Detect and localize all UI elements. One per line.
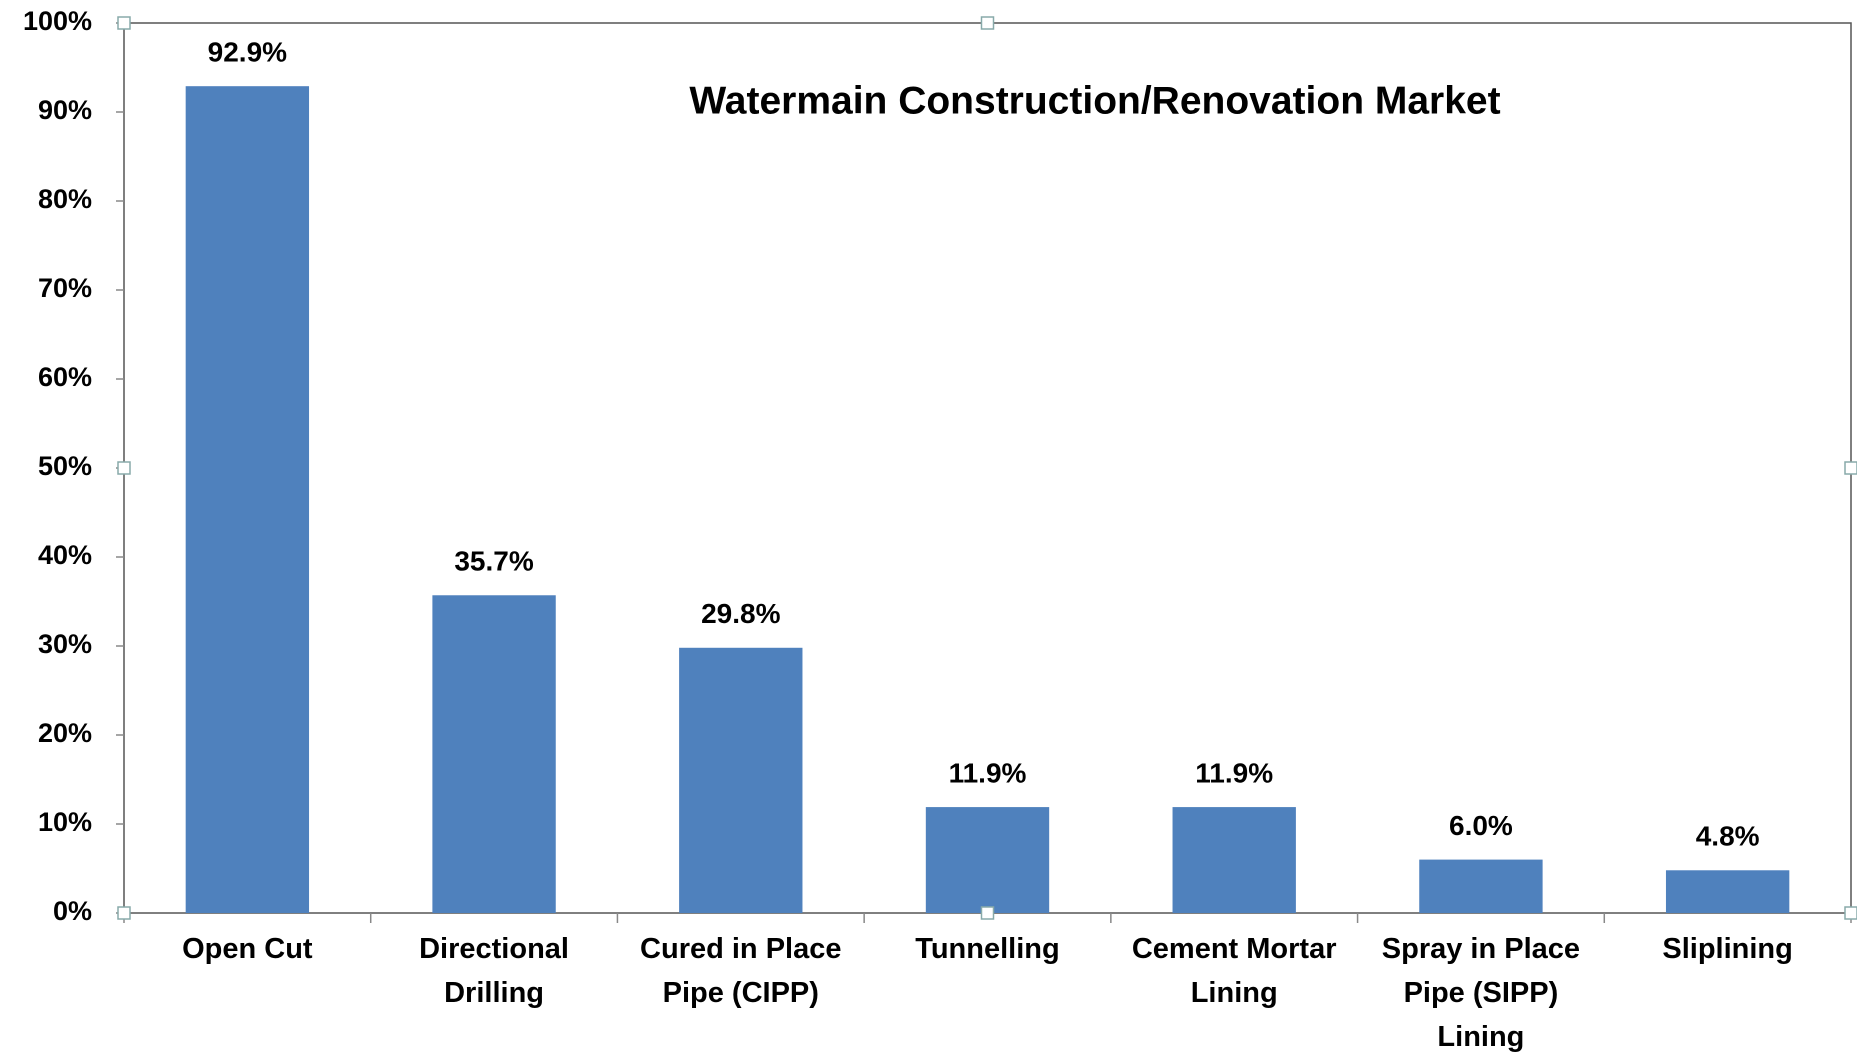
y-tick-label: 10% — [38, 807, 92, 837]
x-tick-label: Directional Drilling — [419, 933, 569, 1009]
data-label: 11.9% — [1195, 757, 1273, 788]
bar — [1419, 859, 1543, 913]
y-tick-label: 20% — [38, 718, 92, 748]
data-label: 92.9% — [208, 37, 287, 68]
bar — [185, 86, 310, 913]
bar — [432, 595, 556, 913]
y-tick-label: 100% — [23, 6, 92, 36]
x-tick-label: Cement Mortar Lining — [1131, 933, 1337, 1009]
selection-handle — [980, 16, 995, 30]
selection-handle — [117, 906, 131, 920]
bar — [1665, 870, 1790, 913]
x-tick-label: Cured in Place Pipe (CIPP) — [640, 933, 842, 1009]
data-label: 4.8% — [1696, 821, 1760, 852]
y-tick-label: 30% — [38, 629, 92, 659]
selection-handle — [1844, 461, 1857, 475]
bar — [925, 807, 1050, 913]
x-tick-label: Spray in Place Pipe (SIPP) Lining — [1381, 933, 1581, 1053]
chart-title: Watermain Construction/Renovation Market — [689, 79, 1500, 122]
data-label: 29.8% — [701, 598, 780, 629]
selection-handle — [117, 16, 131, 30]
y-tick-label: 90% — [38, 95, 92, 125]
y-tick-label: 60% — [38, 362, 92, 392]
y-tick-label: 80% — [38, 184, 92, 214]
x-tick-label: Open Cut — [182, 933, 313, 965]
bar — [1172, 807, 1296, 913]
y-tick-label: 70% — [38, 273, 92, 303]
x-tick-label: Sliplining — [1662, 933, 1793, 965]
selection-handle — [1844, 906, 1857, 920]
selection-handle — [117, 461, 131, 475]
y-tick-label: 50% — [38, 451, 92, 481]
data-label: 11.9% — [949, 757, 1027, 788]
selection-handle — [980, 906, 995, 920]
x-tick-label: Tunnelling — [915, 933, 1060, 965]
data-label: 6.0% — [1449, 810, 1513, 841]
bar — [679, 647, 803, 913]
data-label: 35.7% — [454, 546, 533, 577]
y-tick-label: 0% — [53, 896, 92, 926]
y-tick-label: 40% — [38, 540, 92, 570]
